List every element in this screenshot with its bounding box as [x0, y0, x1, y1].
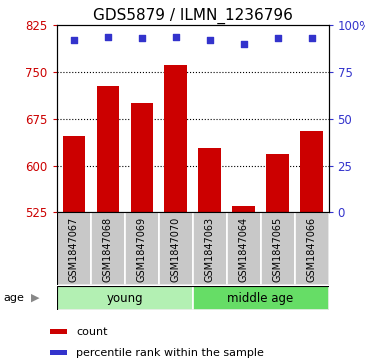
Point — [241, 41, 246, 47]
Bar — [165, 65, 187, 212]
Text: middle age: middle age — [227, 291, 294, 305]
Bar — [124, 212, 158, 285]
Text: GSM1847066: GSM1847066 — [307, 217, 316, 282]
Text: GSM1847067: GSM1847067 — [69, 217, 78, 282]
Text: count: count — [76, 327, 108, 337]
Bar — [62, 136, 85, 212]
Bar — [261, 212, 295, 285]
Bar — [266, 154, 289, 212]
Bar — [50, 350, 67, 355]
Bar — [91, 212, 124, 285]
Text: GSM1847069: GSM1847069 — [137, 217, 147, 282]
Title: GDS5879 / ILMN_1236796: GDS5879 / ILMN_1236796 — [93, 8, 292, 24]
Point — [308, 36, 314, 41]
Text: GSM1847064: GSM1847064 — [238, 217, 249, 282]
Text: GSM1847063: GSM1847063 — [204, 217, 215, 282]
Point — [105, 34, 111, 40]
Bar — [57, 212, 91, 285]
Bar — [158, 212, 193, 285]
Bar — [227, 212, 261, 285]
Bar — [300, 131, 323, 212]
Text: percentile rank within the sample: percentile rank within the sample — [76, 347, 264, 358]
Text: GSM1847070: GSM1847070 — [170, 217, 181, 282]
Bar — [96, 86, 119, 212]
Text: young: young — [106, 291, 143, 305]
Text: GSM1847065: GSM1847065 — [273, 217, 283, 282]
Bar — [57, 286, 193, 310]
Bar — [193, 286, 328, 310]
Point — [207, 37, 212, 43]
Text: age: age — [4, 293, 24, 303]
Bar — [193, 212, 227, 285]
Point — [274, 36, 280, 41]
Point — [71, 37, 77, 43]
Text: GSM1847068: GSM1847068 — [103, 217, 112, 282]
Bar — [233, 205, 254, 212]
Bar — [50, 330, 67, 334]
Bar — [295, 212, 328, 285]
Point — [139, 36, 145, 41]
Text: ▶: ▶ — [31, 293, 39, 303]
Bar — [131, 103, 153, 212]
Bar — [199, 148, 220, 212]
Point — [173, 34, 178, 40]
